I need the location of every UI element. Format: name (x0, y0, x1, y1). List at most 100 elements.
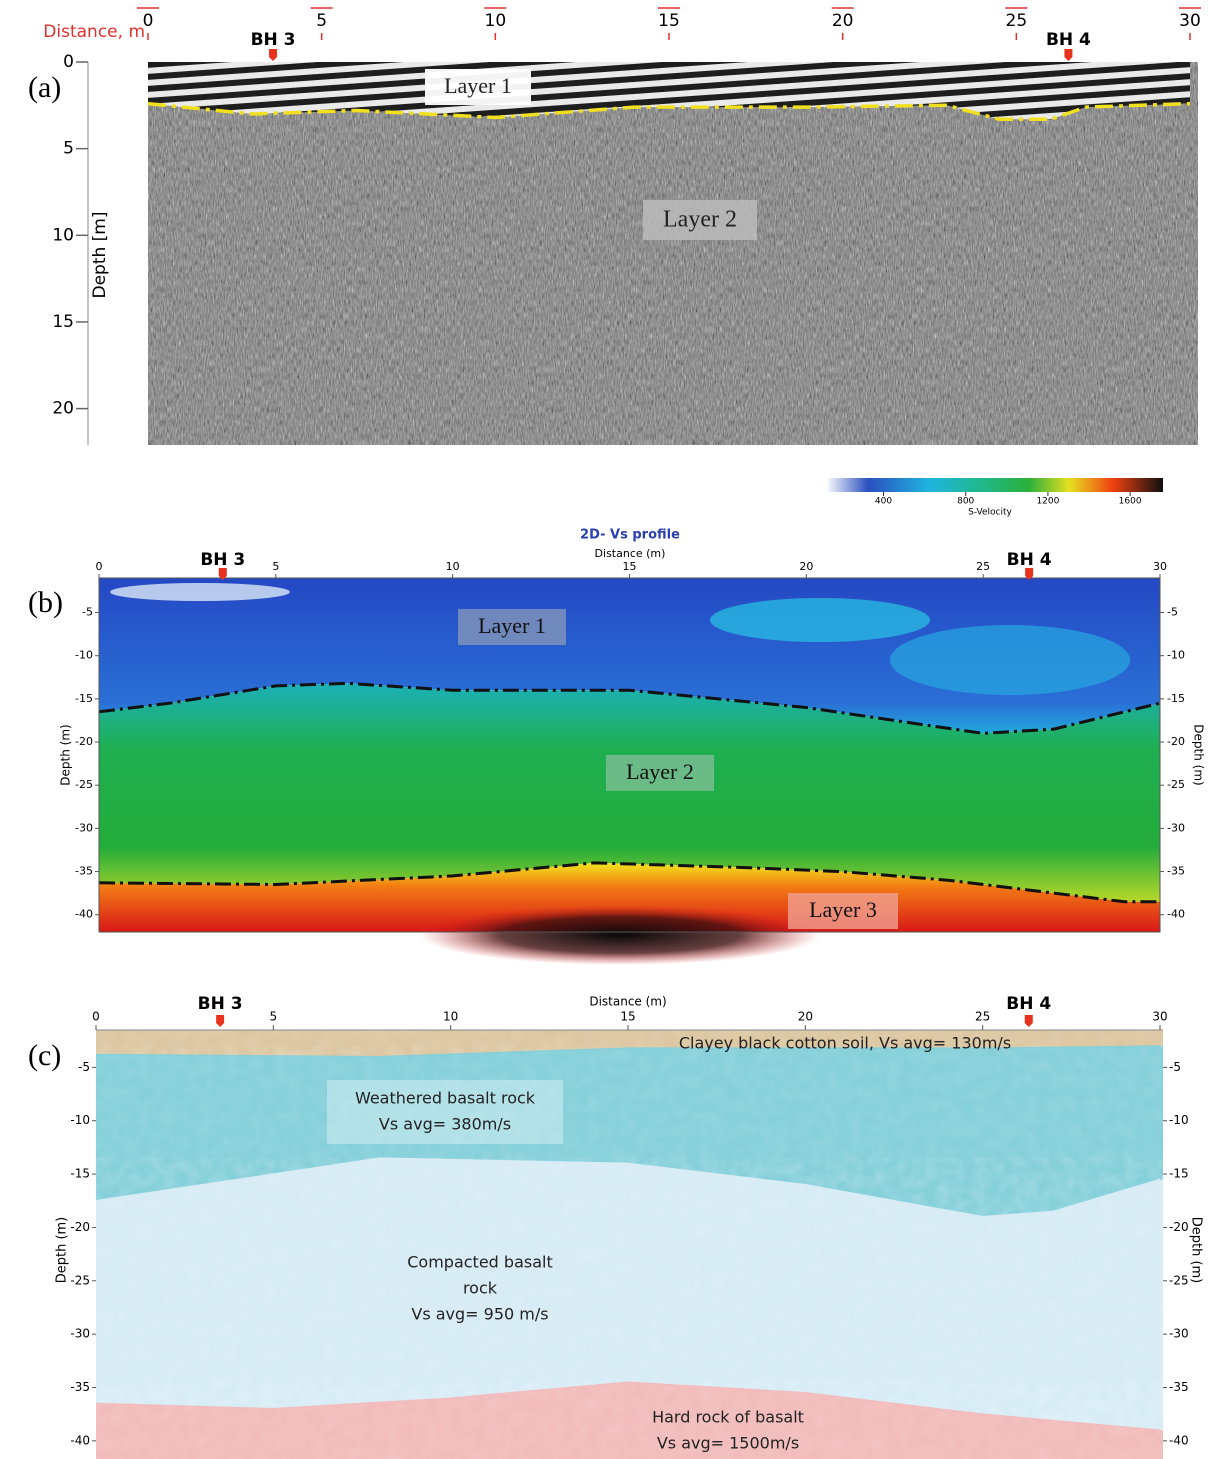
y-tick-label-right: -5 (1169, 1060, 1181, 1074)
x-tick-label: 0 (143, 11, 154, 31)
chart-title: 2D- Vs profile (580, 528, 680, 543)
x-tick-label: 10 (446, 560, 460, 573)
velocity-patch (710, 598, 930, 642)
label-box (788, 893, 898, 929)
x-tick-label: 0 (92, 1010, 100, 1024)
x-tick-label: 15 (620, 1010, 635, 1024)
y-tick-label: -40 (75, 908, 93, 921)
x-tick-label: 20 (799, 560, 813, 573)
interface-line (95, 1381, 1161, 1431)
unit-texture (96, 1046, 1163, 1217)
label-box (458, 609, 566, 645)
x-axis-label: Distance (m) (595, 547, 666, 560)
y-tick-label: -15 (70, 1167, 90, 1181)
unit-texture (96, 1382, 1163, 1459)
unit-label: Clayey black cotton soil, Vs avg= 130m/s (679, 1034, 1011, 1053)
layer-2-fill (99, 683, 1160, 902)
y-tick-label: 15 (52, 312, 74, 332)
y-tick-label-right: -20 (1167, 735, 1185, 748)
borehole-marker (216, 1015, 225, 1027)
x-axis-label: Distance, m (43, 22, 145, 42)
x-tick-label: 25 (976, 560, 990, 573)
borehole-label: BH 3 (200, 550, 245, 570)
y-tick-label-right: -35 (1167, 865, 1185, 878)
layer-label: Layer 2 (663, 207, 737, 233)
y-tick-label: -15 (75, 692, 93, 705)
x-tick-label: 10 (485, 11, 507, 31)
panel-label: (c) (28, 1039, 61, 1072)
x-tick-label: 20 (798, 1010, 813, 1024)
borehole-label: BH 4 (1046, 30, 1091, 50)
x-tick-label: 5 (272, 560, 279, 573)
borehole-marker (269, 49, 278, 61)
layer-label: Layer 1 (444, 73, 512, 98)
colorbar (828, 478, 1163, 492)
borehole-marker (1025, 568, 1034, 580)
interface-line (95, 1045, 1161, 1058)
velocity-patch (890, 625, 1130, 695)
y-tick-label: -25 (75, 778, 93, 791)
unit-texture (96, 1158, 1163, 1431)
velocity-patch (420, 905, 820, 965)
layer-label: Layer 3 (809, 897, 877, 922)
y-tick-label: 0 (63, 52, 74, 72)
y-tick-label: 10 (52, 225, 74, 245)
colorbar-tick-label: 1600 (1119, 497, 1142, 507)
unit-label: Vs avg= 950 m/s (411, 1305, 548, 1324)
label-box (327, 1080, 563, 1144)
borehole-label: BH 3 (251, 30, 296, 50)
y-tick-label-right: -25 (1169, 1273, 1189, 1287)
x-tick-label: 20 (832, 11, 854, 31)
x-tick-label: 25 (975, 1010, 990, 1024)
unit-label: Compacted basalt (407, 1253, 552, 1272)
velocity-patch (110, 583, 290, 601)
y-tick-label: -25 (70, 1273, 90, 1287)
y-tick-label: -35 (75, 865, 93, 878)
x-tick-label: 5 (270, 1010, 278, 1024)
y-tick-label: -20 (75, 735, 93, 748)
colorbar-label: S-Velocity (968, 508, 1012, 518)
panel-c: 0 5 10 15 20 25 30 -5 -5 -10 -10 -15 -15 -20 -20 -25 -25… (70, 994, 1189, 1459)
x-tick-label: 30 (1153, 560, 1167, 573)
y-tick-label: -5 (78, 1060, 90, 1074)
x-axis-label: Distance (m) (589, 995, 666, 1009)
y-axis-label: Depth (m) (55, 1217, 70, 1284)
x-tick-label: 5 (316, 11, 327, 31)
unit-label: Vs avg= 1500m/s (657, 1434, 799, 1453)
y-tick-label-right: -15 (1169, 1167, 1189, 1181)
y-tick-label-right: -10 (1167, 649, 1185, 662)
y-axis-label: Depth (m) (59, 724, 73, 785)
borehole-label: BH 4 (1006, 994, 1051, 1014)
x-tick-label: 30 (1179, 11, 1201, 31)
borehole-label: BH 4 (1007, 550, 1052, 570)
layer-label: Layer 1 (478, 613, 546, 638)
label-box (425, 69, 531, 105)
layer-label: Layer 2 (626, 759, 694, 784)
label-box (643, 200, 757, 240)
unit-label: Weathered basalt rock (355, 1089, 536, 1108)
y-tick-label-right: -20 (1169, 1220, 1189, 1234)
y-tick-label: 20 (52, 399, 74, 419)
x-tick-label: 15 (658, 11, 680, 31)
y-tick-label-right: -5 (1167, 606, 1178, 619)
colorbar-tick-label: 400 (875, 497, 892, 507)
y-tick-label: -20 (70, 1220, 90, 1234)
x-tick-label: 0 (96, 560, 103, 573)
borehole-label: BH 3 (198, 994, 243, 1014)
y-tick-label-right: -35 (1169, 1380, 1189, 1394)
y-tick-label-right: -10 (1169, 1113, 1189, 1127)
panel-label: (b) (28, 586, 63, 619)
x-tick-label: 10 (443, 1010, 458, 1024)
y-tick-label: -30 (75, 821, 93, 834)
label-box (606, 755, 714, 791)
y-tick-label-right: -30 (1169, 1327, 1189, 1341)
y-tick-label-right: -30 (1167, 821, 1185, 834)
y-axis-label-right: Depth (m) (1192, 724, 1206, 785)
unit-label: Vs avg= 380m/s (379, 1115, 511, 1134)
y-tick-label-right: -40 (1169, 1433, 1189, 1447)
unit-label: Hard rock of basalt (652, 1408, 804, 1427)
panel-b: 400 800 1200 1600 0 5 10 15 20 25 30 -5 -5 -10 -10 -15 -… (75, 492, 1185, 965)
y-tick-label-right: -40 (1167, 908, 1185, 921)
borehole-marker (1064, 49, 1073, 61)
